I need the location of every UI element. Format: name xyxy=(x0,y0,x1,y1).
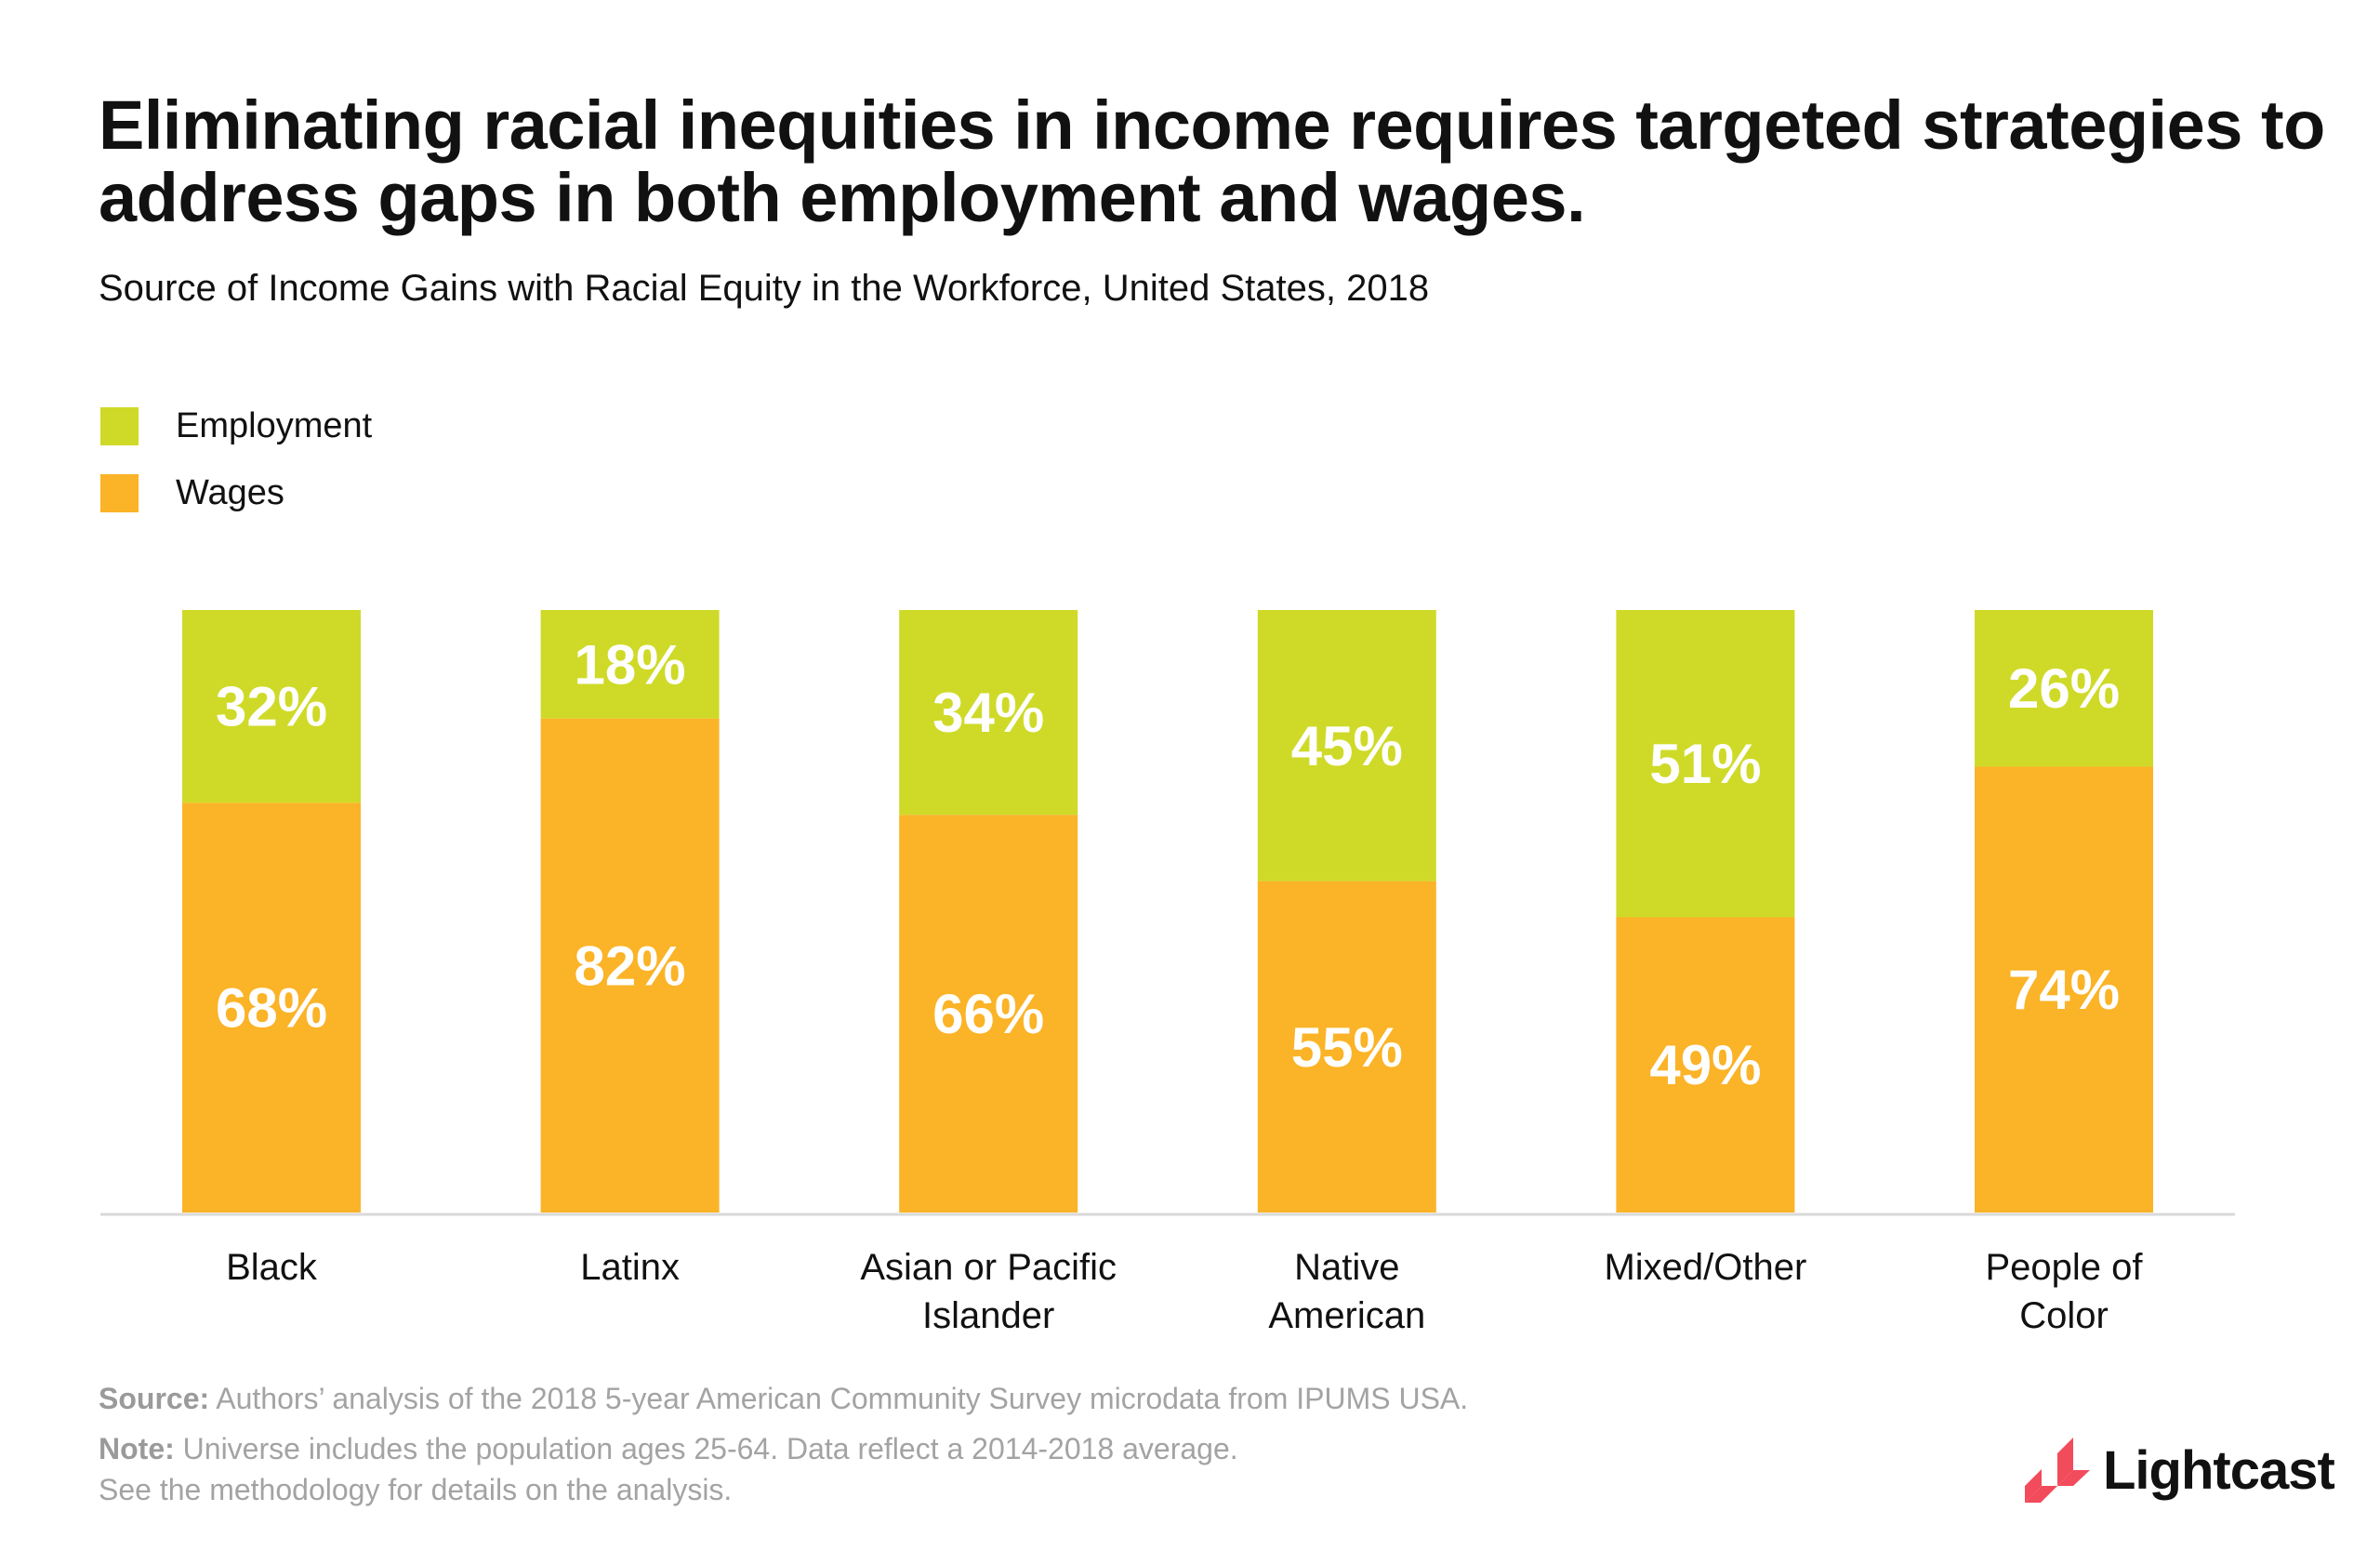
legend-item-wages: Wages xyxy=(100,459,372,526)
lightcast-logo: Lightcast xyxy=(2025,1438,2335,1503)
bar-employment xyxy=(1616,610,1795,918)
bar-employment xyxy=(540,610,720,719)
bar-wages xyxy=(540,718,720,1213)
category-label: Latinx xyxy=(580,1247,680,1288)
bar-employment xyxy=(1257,610,1436,882)
legend-swatch-employment xyxy=(100,406,139,445)
bar-wages xyxy=(1616,917,1795,1213)
data-label-wages: 82% xyxy=(575,935,686,997)
data-label-employment: 45% xyxy=(1291,715,1403,777)
data-label-wages: 68% xyxy=(216,977,327,1040)
legend-label-employment: Employment xyxy=(176,405,373,445)
data-label-employment: 51% xyxy=(1649,733,1761,795)
data-label-wages: 66% xyxy=(932,983,1044,1045)
note-line-2: See the methodology for details on the a… xyxy=(99,1473,733,1506)
source-text: Authors’ analysis of the 2018 5-year Ame… xyxy=(209,1382,1469,1415)
data-label-wages: 74% xyxy=(2008,959,2120,1021)
bar-employment xyxy=(182,610,361,803)
data-label-employment: 34% xyxy=(932,682,1044,744)
data-label-employment: 26% xyxy=(2008,657,2120,720)
lightcast-logo-text: Lightcast xyxy=(2103,1439,2335,1501)
note: Note: Universe includes the population a… xyxy=(99,1432,1238,1466)
category-label: Native xyxy=(1294,1247,1399,1288)
data-label-wages: 49% xyxy=(1649,1034,1761,1096)
bar-employment xyxy=(899,610,1078,815)
data-label-wages: 55% xyxy=(1291,1016,1403,1079)
category-label: Color xyxy=(2019,1295,2109,1336)
category-label: Mixed/Other xyxy=(1604,1247,1806,1288)
source-note: Source: Authors’ analysis of the 2018 5-… xyxy=(99,1382,1468,1416)
data-label-employment: 32% xyxy=(216,676,327,738)
source-label: Source: xyxy=(99,1382,210,1415)
note-label: Note: xyxy=(99,1432,175,1465)
category-label: American xyxy=(1268,1295,1425,1336)
legend-swatch-wages xyxy=(100,473,139,512)
chart-title: Eliminating racial inequities in income … xyxy=(99,86,2325,236)
legend: Employment Wages xyxy=(100,392,372,526)
category-label: People of xyxy=(1985,1247,2143,1288)
legend-item-employment: Employment xyxy=(100,392,372,459)
category-label: Asian or Pacific xyxy=(860,1247,1117,1288)
category-label: Black xyxy=(226,1247,318,1288)
chart-subtitle: Source of Income Gains with Racial Equit… xyxy=(99,268,1430,309)
bar-wages xyxy=(1257,881,1436,1213)
category-label: Islander xyxy=(922,1295,1054,1336)
data-label-employment: 18% xyxy=(575,633,686,696)
bar-employment xyxy=(1975,610,2153,767)
bar-wages xyxy=(1975,766,2153,1213)
note-text: Universe includes the population ages 25… xyxy=(174,1432,1238,1465)
lightcast-logo-icon xyxy=(2025,1438,2090,1503)
bar-wages xyxy=(182,802,361,1213)
legend-label-wages: Wages xyxy=(176,472,284,512)
bar-wages xyxy=(899,815,1078,1213)
